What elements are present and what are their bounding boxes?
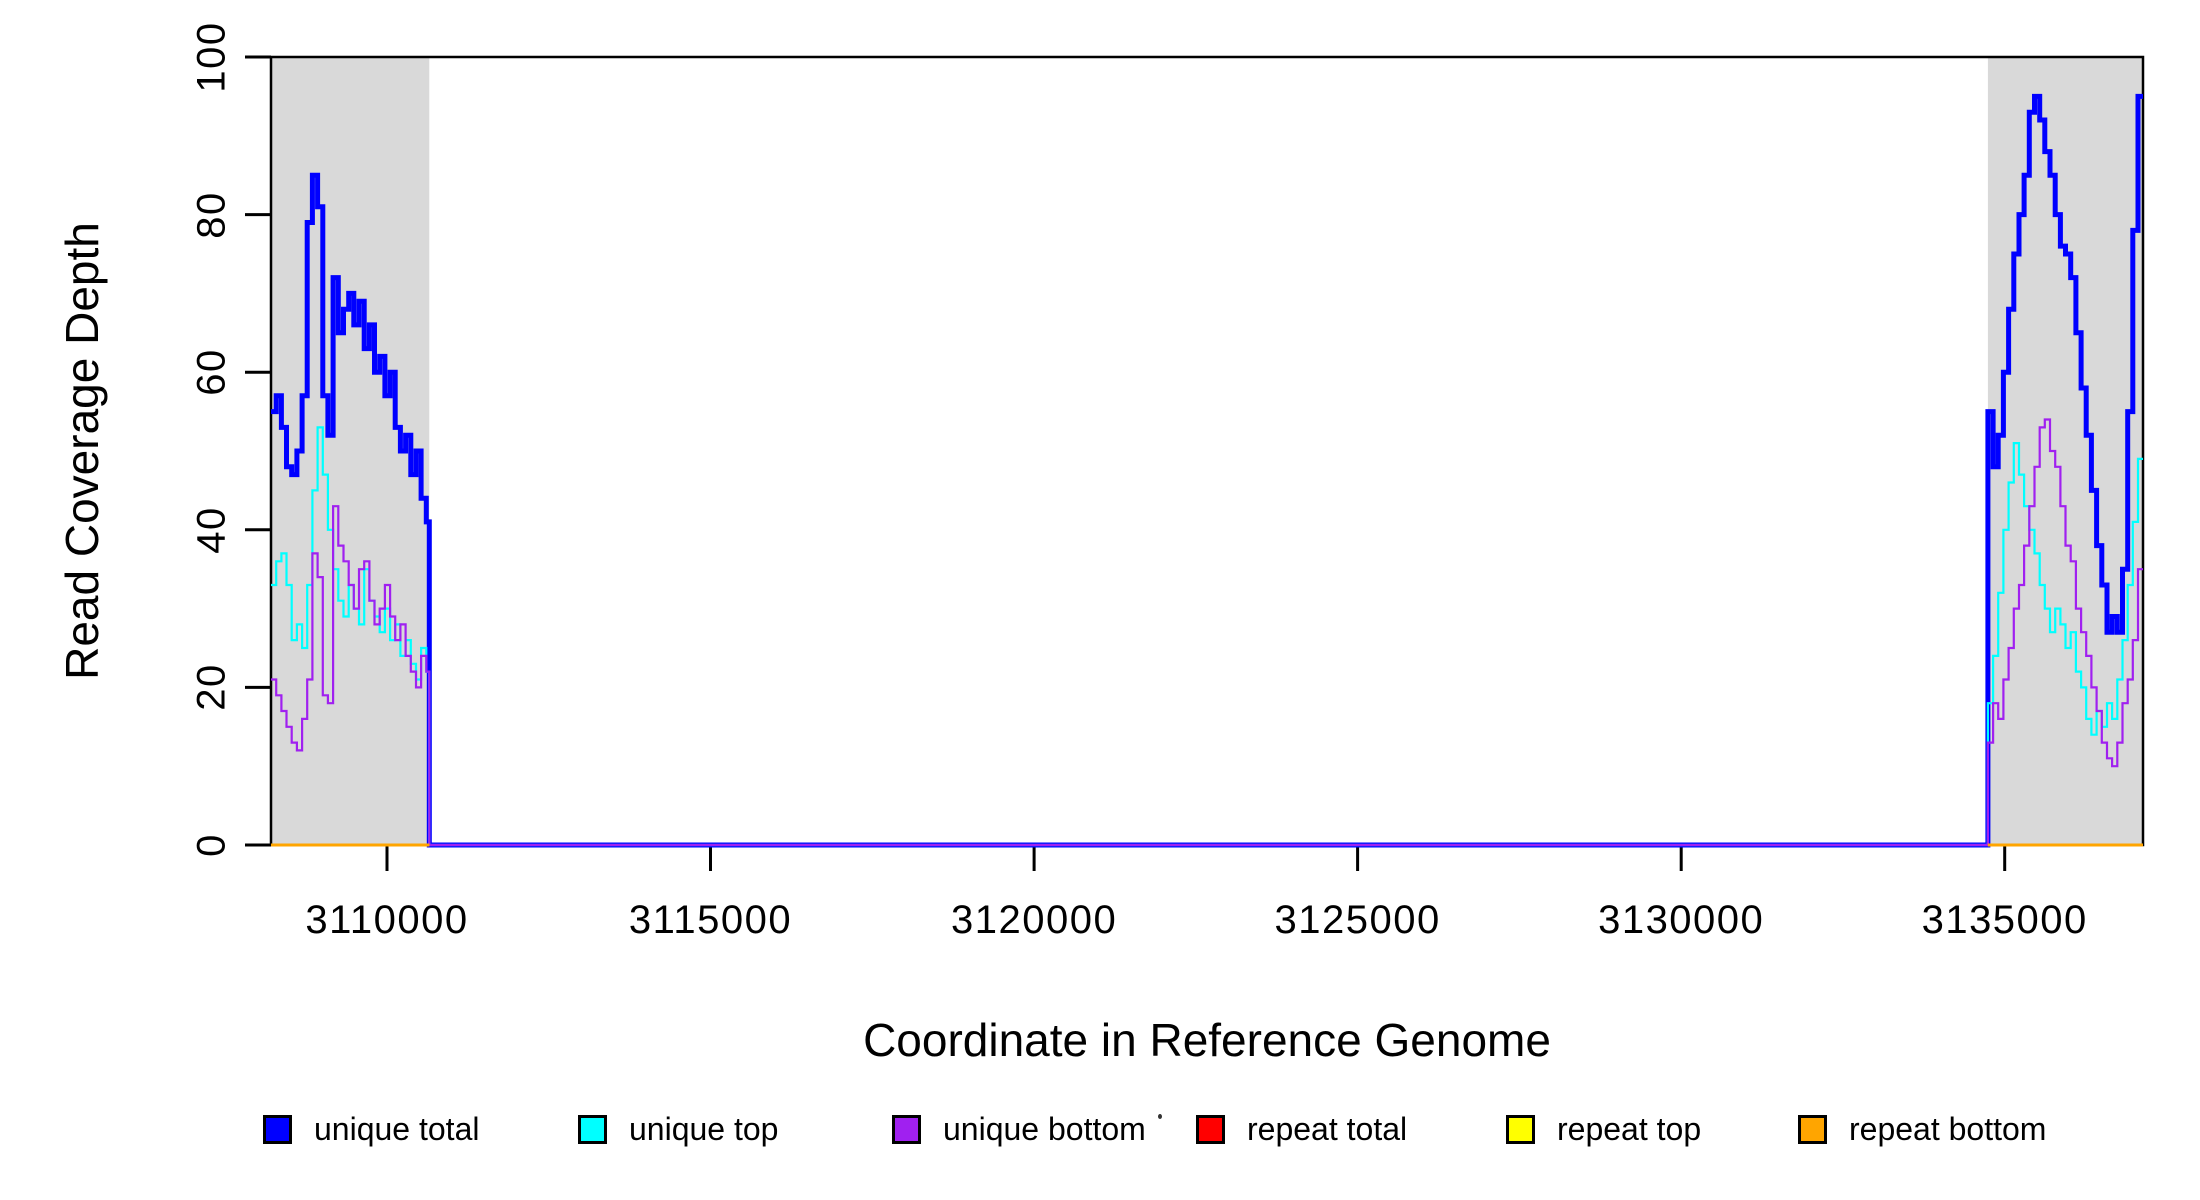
y-tick-label: 40	[189, 506, 234, 554]
plot-box	[269, 55, 2145, 847]
legend-label: unique top	[629, 1110, 779, 1147]
series-line-unique-total	[271, 93, 2143, 848]
y-tick-label: 60	[189, 348, 234, 396]
legend-swatch-icon	[1196, 1114, 1225, 1144]
highlight-band-1	[1987, 57, 2143, 845]
y-tick-label: 80	[189, 190, 234, 239]
y-tick-label: 100	[189, 21, 234, 93]
y-tick-label: 0	[189, 833, 234, 857]
x-tick-label: 3130000	[1598, 898, 1765, 942]
legend-entry-unique-total: unique total	[263, 1110, 480, 1147]
x-tick-label: 3115000	[628, 898, 793, 942]
legend-label: repeat top	[1557, 1110, 1702, 1147]
legend-entry-unique-bottom: unique bottom	[892, 1110, 1146, 1147]
legend-swatch-icon	[578, 1114, 607, 1144]
stray-mark	[1158, 1114, 1162, 1119]
y-tick-label: 20	[189, 663, 234, 712]
legend-entry-repeat-bottom: repeat bottom	[1798, 1110, 2047, 1147]
legend-swatch-icon	[892, 1114, 921, 1144]
x-tick-label: 3110000	[305, 898, 469, 942]
x-axis-title: Coordinate in Reference Genome	[863, 1014, 1551, 1066]
series-line-unique-top	[271, 426, 2143, 847]
legend-label: repeat total	[1247, 1110, 1408, 1147]
y-axis-title: Read Coverage Depth	[56, 222, 108, 680]
legend-swatch-icon	[1506, 1114, 1535, 1144]
x-tick-label: 3120000	[950, 898, 1118, 942]
series-line-unique-bottom	[271, 418, 2143, 847]
legend-label: unique bottom	[943, 1110, 1146, 1147]
legend-entry-repeat-total: repeat total	[1196, 1110, 1408, 1147]
legend-entry-unique-top: unique top	[578, 1110, 779, 1147]
legend-entry-repeat-top: repeat top	[1506, 1110, 1702, 1147]
legend-swatch-icon	[263, 1114, 292, 1144]
x-tick-label: 3135000	[1921, 898, 2088, 942]
legend-label: unique total	[314, 1110, 480, 1147]
legend-label: repeat bottom	[1849, 1110, 2047, 1147]
x-tick-label: 3125000	[1274, 898, 1441, 942]
legend-swatch-icon	[1798, 1114, 1827, 1144]
